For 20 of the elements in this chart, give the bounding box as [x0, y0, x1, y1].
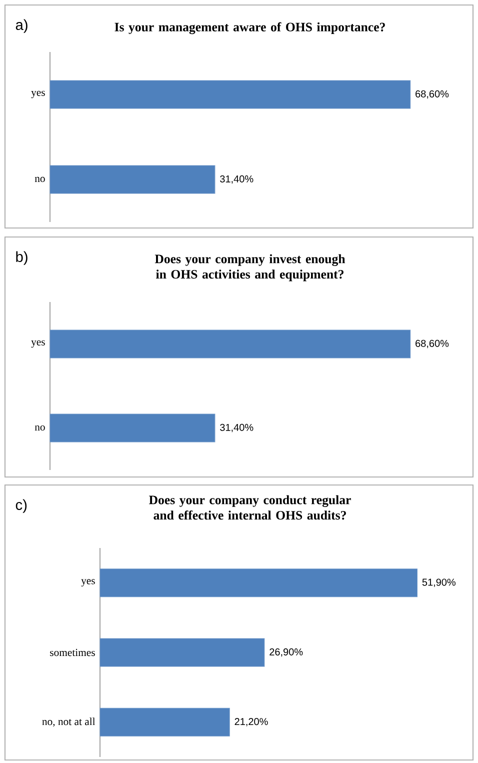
data-label: 21,20%	[234, 718, 268, 726]
chart-title: Does your company invest enough in OHS activities and equipment?	[154, 254, 346, 282]
data-label: 26,90%	[270, 648, 303, 657]
y-tick-label: no	[34, 176, 45, 182]
text: c)	[16, 499, 27, 513]
data-label: 68,60%	[416, 340, 449, 348]
y-tick-label: no, not at all	[42, 718, 96, 727]
y-tick-label: yes	[81, 579, 95, 586]
y-tick-label: sometimes	[50, 648, 95, 656]
chart-title: Does your company conduct regular and effective internal OHS audits?	[149, 495, 351, 520]
text: b)	[16, 251, 28, 265]
text: a)	[16, 19, 28, 33]
y-tick-label: no	[34, 425, 45, 431]
data-label: 51,90%	[422, 578, 456, 587]
chart-title: Is your management aware of OHS importance?	[114, 22, 385, 34]
data-label: 31,40%	[220, 175, 254, 184]
y-tick-label: yes	[31, 90, 45, 98]
data-label: 68,60%	[416, 90, 449, 99]
y-tick-label: yes	[31, 340, 45, 348]
data-label: 31,40%	[220, 424, 254, 432]
